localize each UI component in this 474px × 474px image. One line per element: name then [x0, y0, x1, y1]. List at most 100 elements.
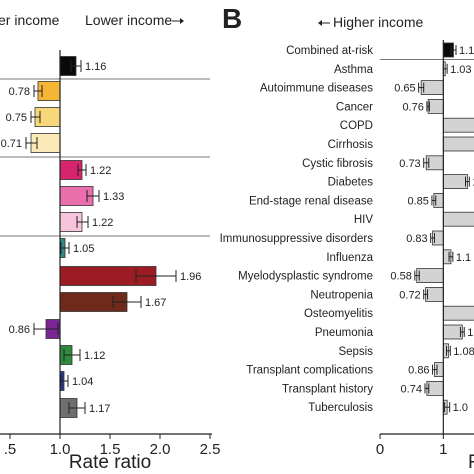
panel-b-data-label: 1.08: [453, 346, 474, 358]
panel-b-category-label: COPD: [340, 120, 373, 132]
panel-a-error-bar: [33, 323, 59, 335]
panel-b-category-label: End-stage renal disease: [249, 195, 373, 207]
panel-b-bar: [442, 117, 474, 133]
panel-a-data-label: 1.12: [84, 350, 105, 362]
panel-b-error-bar: [424, 383, 430, 394]
panel-b-error-bar: [465, 176, 470, 187]
panel-a-error-bar: [68, 402, 86, 414]
panel-b-category-label: Asthma: [334, 64, 374, 76]
panel-a: er income Lower income 1.160.780.750.711…: [0, 12, 220, 473]
panel-b-data-label: 0.65: [394, 83, 415, 95]
panel-b-error-bar: [430, 233, 435, 243]
panel-b-error-bar: [423, 157, 430, 168]
panel-b-data-label: 1.0: [453, 402, 468, 414]
panel-b-tick-label: 0: [376, 441, 384, 458]
panel-b-category-label: Influenza: [326, 252, 373, 264]
panel-b-bar: [442, 305, 474, 321]
panel-a-tick-label: 2.5: [200, 441, 221, 458]
panel-b-category-label: Cystic fibrosis: [302, 158, 373, 170]
panel-b-category-label: Transplant complications: [246, 365, 373, 377]
panel-b-data-label: 1.: [467, 327, 474, 339]
panel-a-header-right: Lower income: [85, 12, 172, 28]
panel-a-data-label: 1.96: [180, 271, 201, 283]
panel-a-error-bar: [77, 164, 87, 176]
panel-b-category-label: Sepsis: [338, 346, 373, 358]
panel-a-data-label: 1.33: [103, 191, 124, 203]
panel-a-header-left: er income: [0, 12, 60, 28]
panel-b-category-label: Neutropenia: [310, 289, 373, 301]
panel-b-data-label: 0.86: [408, 365, 429, 377]
panel-b-error-bar: [448, 251, 454, 262]
panel-a-data-label: 1.22: [90, 165, 111, 177]
panel-b-data-label: 0.74: [401, 383, 422, 395]
panel-a-error-bar: [60, 375, 69, 387]
panel-a-tick-label: 1.0: [50, 441, 71, 458]
panel-b-data-label: 0.73: [399, 158, 420, 170]
panel-b-data-label: 1.16: [459, 45, 474, 57]
panel-a-data-label: 1.17: [89, 403, 110, 415]
panel-b-category-label: Combined at-risk: [286, 45, 373, 57]
panel-a-error-bar: [76, 216, 89, 228]
panel-b-category-label: Autoimmune diseases: [260, 83, 373, 95]
panel-b-tick-label: 1: [439, 441, 447, 458]
panel-b-data-label: 0.83: [406, 233, 427, 245]
panel-a-data-label: 0.86: [9, 324, 30, 336]
panel-b-header-left: Higher income: [333, 14, 423, 30]
panel-b-bar: [442, 211, 474, 227]
panel-a-x-ticks: .5 1.0 1.5 2.0 2.5: [4, 434, 221, 458]
panel-a-data-label: 1.04: [72, 376, 93, 388]
panel-b-bar: [442, 136, 474, 152]
panel-a-x-axis-label: Rate ratio: [69, 452, 151, 473]
panel-a-data-label: 1.05: [73, 243, 94, 255]
panel-b-bar: [420, 80, 444, 95]
panel-b-bar: [442, 174, 468, 190]
panel-b-data-label: 0.58: [390, 271, 411, 283]
panel-a-error-bar: [33, 85, 43, 97]
panel-b-bar: [442, 324, 463, 340]
panel-b-error-bar: [431, 195, 437, 206]
panel-b-data-label: 0.72: [399, 289, 420, 301]
panel-b-category-label: Pneumonia: [315, 327, 374, 339]
panel-a-header-arrow-icon: [172, 18, 184, 24]
panel-a-tick-label: 1.5: [100, 441, 121, 458]
panel-b-x-axis-label: R: [468, 452, 474, 473]
panel-b-error-bar: [450, 45, 457, 55]
panel-b-category-label: Osteomyelitis: [304, 308, 373, 320]
panel-a-error-bar: [86, 190, 100, 202]
panel-b-error-bar: [418, 82, 425, 93]
panel-b-category-label: Immunosuppressive disorders: [220, 233, 374, 245]
panel-a-error-bar: [63, 349, 81, 361]
panel-a-data-label: 1.67: [145, 297, 166, 309]
panel-b-data-label: 1.1: [456, 252, 471, 264]
panel-b-error-bar: [423, 289, 428, 300]
panel-b-data-label: 1.03: [450, 64, 471, 76]
panel-b-category-label: Myelodysplastic syndrome: [238, 271, 373, 283]
panel-a-tick-label: .5: [4, 441, 17, 458]
panel-a-data-label: 1.22: [92, 217, 113, 229]
panel-a-error-bar: [25, 137, 38, 149]
panel-a-data-label: 1.16: [85, 61, 106, 73]
panel-a-error-bar: [135, 270, 177, 282]
panel-b-data-label: 0.85: [408, 195, 429, 207]
panel-b-bar: [427, 99, 444, 114]
panel-b: B Higher income Combined at-risk Asthma Au…: [220, 3, 474, 473]
panel-a-error-bar: [112, 296, 142, 308]
panel-b-category-label: Transplant history: [282, 383, 373, 395]
panel-b-category-label: HIV: [354, 214, 374, 226]
panel-b-category-label: Tuberculosis: [308, 402, 373, 414]
panel-b-header-arrow-icon: [318, 20, 330, 26]
panel-a-error-bar: [30, 111, 41, 123]
panel-b-error-bar: [432, 364, 438, 375]
panel-b-bar: [416, 268, 444, 284]
panel-b-error-bar: [426, 101, 430, 112]
panel-b-label: B: [222, 3, 242, 34]
panel-a-data-label: 0.75: [6, 112, 27, 124]
panel-a-tick-label: 2.0: [150, 441, 171, 458]
panel-b-bar: [426, 380, 444, 396]
panel-b-error-bar: [414, 270, 420, 281]
panel-a-error-bar: [60, 242, 70, 254]
panel-b-bar: [425, 286, 444, 302]
panel-b-category-label: Diabetes: [328, 177, 374, 189]
